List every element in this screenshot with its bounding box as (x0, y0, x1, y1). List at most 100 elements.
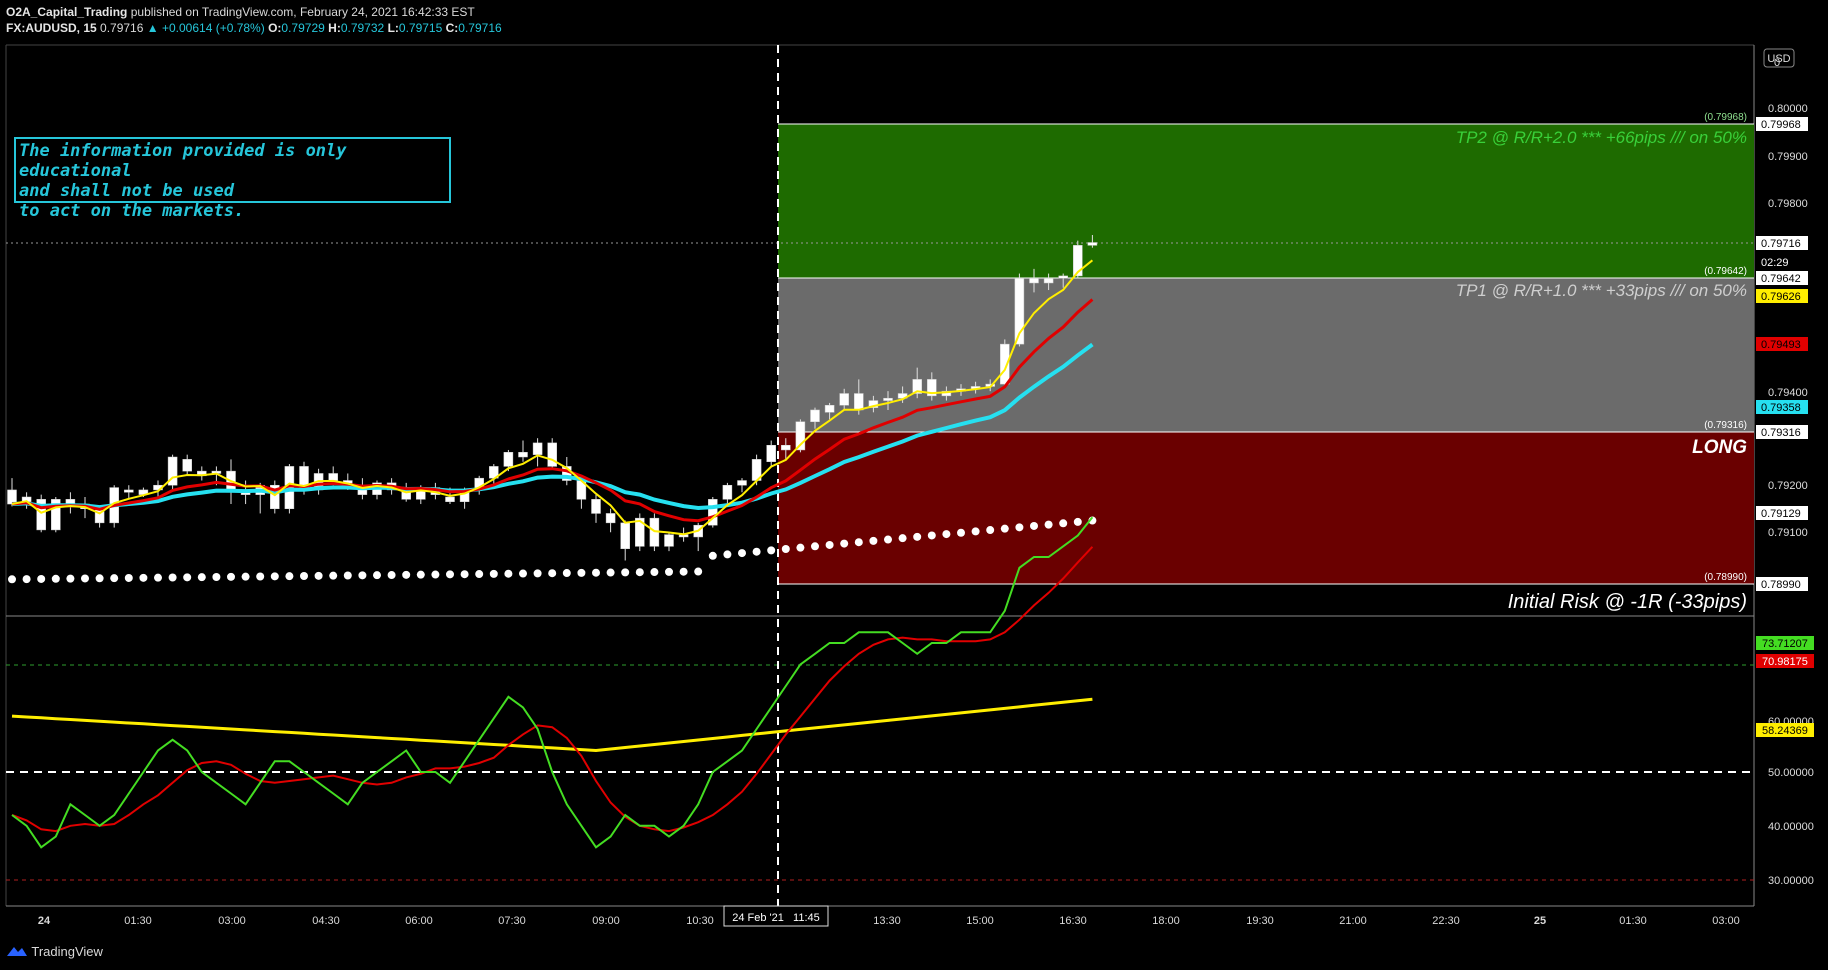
trailing-dot (708, 551, 717, 560)
ema-mid-line (11, 298, 1094, 523)
trailing-dot (796, 543, 805, 552)
stop-value: (0.78990) (1704, 572, 1747, 583)
low-value: 0.79715 (398, 21, 443, 35)
trailing-dot (460, 570, 469, 579)
tp2-zone[interactable] (778, 124, 1754, 278)
trailing-dot (446, 570, 454, 579)
trailing-dot (402, 570, 411, 579)
trailing-dot (241, 572, 250, 581)
time-tick: 10:30 (686, 915, 714, 927)
disclaimer-line: The information provided is only educati… (19, 141, 347, 181)
entry-value: (0.79316) (1704, 420, 1747, 431)
candle (532, 438, 543, 467)
candle (182, 454, 192, 476)
trailing-dot (869, 536, 878, 545)
candle (795, 419, 806, 453)
trailing-dot (416, 570, 425, 579)
footer-brand[interactable]: TradingView (31, 944, 103, 959)
osc-badge-text: 70.98175 (1762, 656, 1808, 668)
candle (7, 478, 17, 507)
trailing-dot (110, 574, 119, 583)
candle (547, 438, 557, 469)
trailing-dot (781, 545, 790, 554)
price-tick: 0 (1774, 57, 1780, 69)
candle (839, 388, 849, 410)
price-badge-text: 0.78990 (1761, 579, 1801, 591)
long-label: LONG (1692, 437, 1747, 458)
price-badge (1756, 289, 1808, 303)
trailing-dot (1044, 520, 1053, 529)
trailing-dot (592, 568, 600, 577)
time-tick: 01:30 (124, 915, 152, 927)
tp2-value: (0.79968) (1704, 112, 1747, 123)
price-badge (1756, 506, 1808, 520)
time-tick: 24 (38, 915, 51, 927)
trailing-dot (927, 531, 936, 540)
trailing-dot (533, 569, 542, 578)
trailing-dot (358, 571, 367, 580)
candle (51, 496, 61, 533)
trailing-dot (884, 535, 892, 544)
price-badge-text: 0.79358 (1761, 402, 1801, 414)
trailing-dot (22, 575, 31, 584)
trailing-dot (329, 571, 338, 580)
osc-badge (1756, 636, 1814, 650)
trailing-dot (957, 528, 965, 537)
candle (1000, 339, 1010, 387)
trailing-dot (621, 568, 630, 577)
tp1-label: TP1 @ R/R+1.0 *** +33pips /// on 50% (1456, 281, 1747, 300)
time-tick: 06:00 (405, 915, 433, 927)
candle (766, 440, 776, 467)
candle (197, 466, 207, 481)
publication-header: O2A_Capital_Trading published on Trading… (6, 5, 475, 19)
close-value: 0.79716 (458, 21, 502, 35)
price-axis[interactable]: USD 0 0.80000 0.79900 0.79800 0.79400 0.… (1756, 48, 1808, 591)
price-badge (1756, 271, 1808, 285)
time-axis[interactable]: 24 01:30 03:00 04:30 06:00 07:30 09:00 10:30 13:… (38, 915, 1740, 927)
candle (1043, 273, 1054, 291)
price-tick: 0.79200 (1768, 480, 1808, 492)
high-value: 0.79732 (340, 21, 385, 35)
risk-zone[interactable] (778, 432, 1754, 584)
trailing-dot (577, 568, 586, 577)
osc-badge (1756, 723, 1814, 737)
trailing-dot (1000, 524, 1009, 533)
trailing-dot (489, 569, 498, 578)
symbol-legend: FX:AUDUSD, 15 0.79716 ▲ +0.00614 (+0.78%… (6, 21, 502, 35)
tradingview-logo-icon (7, 947, 27, 956)
trailing-dot (767, 546, 776, 555)
osc-rsi-line (11, 516, 1094, 849)
trailing-dot (840, 539, 849, 548)
price-tick: 0.79400 (1768, 387, 1808, 399)
candle (824, 402, 835, 420)
currency-label: USD (1767, 53, 1790, 65)
trailing-dot (300, 572, 308, 581)
author-name[interactable]: O2A_Capital_Trading (6, 5, 128, 19)
candle (810, 407, 820, 429)
trailing-dot (1073, 517, 1082, 526)
price-badge (1756, 236, 1808, 250)
trailing-dot (227, 572, 235, 581)
price-tick: 0.80000 (1768, 103, 1808, 115)
trailing-dot (898, 534, 907, 543)
trailing-dot (519, 569, 527, 578)
candle (927, 372, 937, 401)
currency-button[interactable] (1763, 48, 1795, 68)
open-value: 0.79729 (281, 21, 325, 35)
disclaimer-box: The information provided is only educati… (14, 137, 451, 221)
published-text: published on TradingView.com, February 2… (130, 5, 475, 19)
trailing-dot (124, 573, 133, 582)
time-tick: 13:30 (873, 915, 901, 927)
candle (1029, 268, 1039, 293)
osc-signal-line (11, 546, 1094, 833)
osc-axis[interactable]: 60.00000 50.00000 40.00000 30.00000 73.7… (1756, 636, 1814, 887)
trailing-dot (431, 570, 440, 579)
trailing-dot (475, 570, 484, 579)
trailing-dot (37, 574, 46, 583)
symbol-label[interactable]: FX:AUDUSD, 15 (6, 21, 97, 35)
price-tick: 0.79800 (1768, 198, 1808, 210)
trailing-dots (8, 516, 1097, 584)
trailing-dot (212, 572, 221, 581)
trailing-dot (66, 574, 75, 583)
